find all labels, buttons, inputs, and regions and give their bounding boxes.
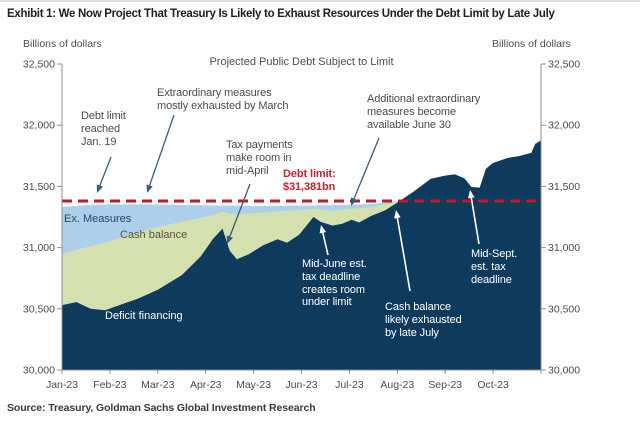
source-text: Source: Treasury, Goldman Sachs Global I… xyxy=(7,402,316,414)
y-axis-label-right: 32,500 xyxy=(548,59,580,71)
x-axis-label: Feb-23 xyxy=(93,379,126,391)
debt-limit-reached-note-arrow-line xyxy=(98,156,112,188)
tax-payments-april-note-arrow-line xyxy=(228,183,251,239)
y-axis-label-right: 30,000 xyxy=(548,365,580,377)
x-axis-label: Jan-23 xyxy=(46,379,78,391)
x-axis-label: Aug-23 xyxy=(380,379,414,391)
y-axis-label-right: 30,500 xyxy=(548,303,580,315)
extraordinary-measures-exhausted-note: Extraordinary measures mostly exhausted … xyxy=(157,87,289,112)
left-axis-units-label: Billions of dollars xyxy=(23,38,102,50)
deficit-financing-area-label: Deficit financing xyxy=(105,310,183,322)
x-axis-label: Jul-23 xyxy=(335,379,364,391)
additional-measures-june30-note-arrow-line xyxy=(352,137,380,201)
mid-june-tax-deadline-note: Mid-June est. tax deadline creates room … xyxy=(302,258,367,309)
cash-balance-exhausted-note: Cash balance likely exhausted by late Ju… xyxy=(385,301,462,339)
extraordinary-measures-exhausted-note-arrow-head xyxy=(146,184,153,193)
y-axis-label-left: 32,000 xyxy=(23,120,55,132)
y-axis-label-left: 32,500 xyxy=(23,59,55,71)
x-axis-label: Jun-23 xyxy=(285,379,317,391)
x-axis-label: Sep-23 xyxy=(428,379,462,391)
y-axis-label-left: 30,000 xyxy=(23,365,55,377)
chart-title: Projected Public Debt Subject to Limit xyxy=(209,56,394,68)
ex-measures-area-label: Ex. Measures xyxy=(64,213,132,225)
exhibit-title: Exhibit 1: We Now Project That Treasury … xyxy=(7,8,555,20)
tax-payments-april-note-arrow-head xyxy=(226,235,233,244)
x-axis-label: Apr-23 xyxy=(190,379,222,391)
mid-june-tax-deadline-note-arrow-head xyxy=(319,225,327,234)
debt-limit-reached-note: Debt limit reached Jan. 19 xyxy=(81,110,126,148)
cash-balance-exhausted-note-arrow-head xyxy=(394,210,401,219)
y-axis-label-left: 30,500 xyxy=(23,303,55,315)
debt-limit-value-label: Debt limit: $31,381bn xyxy=(283,168,336,194)
x-axis-label: Mar-23 xyxy=(141,379,174,391)
area-deficit-financing xyxy=(62,140,541,370)
mid-sept-tax-deadline-note-arrow-line xyxy=(470,195,480,245)
additional-measures-june30-note: Additional extraordinary measures become… xyxy=(367,93,481,131)
x-axis-label: Oct-23 xyxy=(477,379,509,391)
mid-june-tax-deadline-note-arrow-line xyxy=(321,230,329,256)
x-axis-label: May-23 xyxy=(236,379,271,391)
y-axis-label-right: 31,000 xyxy=(548,242,580,254)
right-axis-units-label: Billions of dollars xyxy=(492,38,571,50)
y-axis-label-left: 31,000 xyxy=(23,242,55,254)
tax-payments-april-note: Tax payments make room in mid-April xyxy=(226,139,293,177)
y-axis-label-right: 31,500 xyxy=(548,181,580,193)
additional-measures-june30-note-arrow-head xyxy=(350,197,358,206)
mid-sept-tax-deadline-note: Mid-Sept. est. tax deadline xyxy=(471,248,518,286)
debt-limit-reached-note-arrow-head xyxy=(96,184,103,193)
mid-sept-tax-deadline-note-arrow-head xyxy=(468,190,475,199)
cash-balance-exhausted-note-arrow-line xyxy=(396,215,411,292)
y-axis-label-right: 32,000 xyxy=(548,120,580,132)
extraordinary-measures-exhausted-note-arrow-line xyxy=(148,114,175,188)
cash-balance-area-label: Cash balance xyxy=(120,229,188,241)
y-axis-label-left: 31,500 xyxy=(23,181,55,193)
